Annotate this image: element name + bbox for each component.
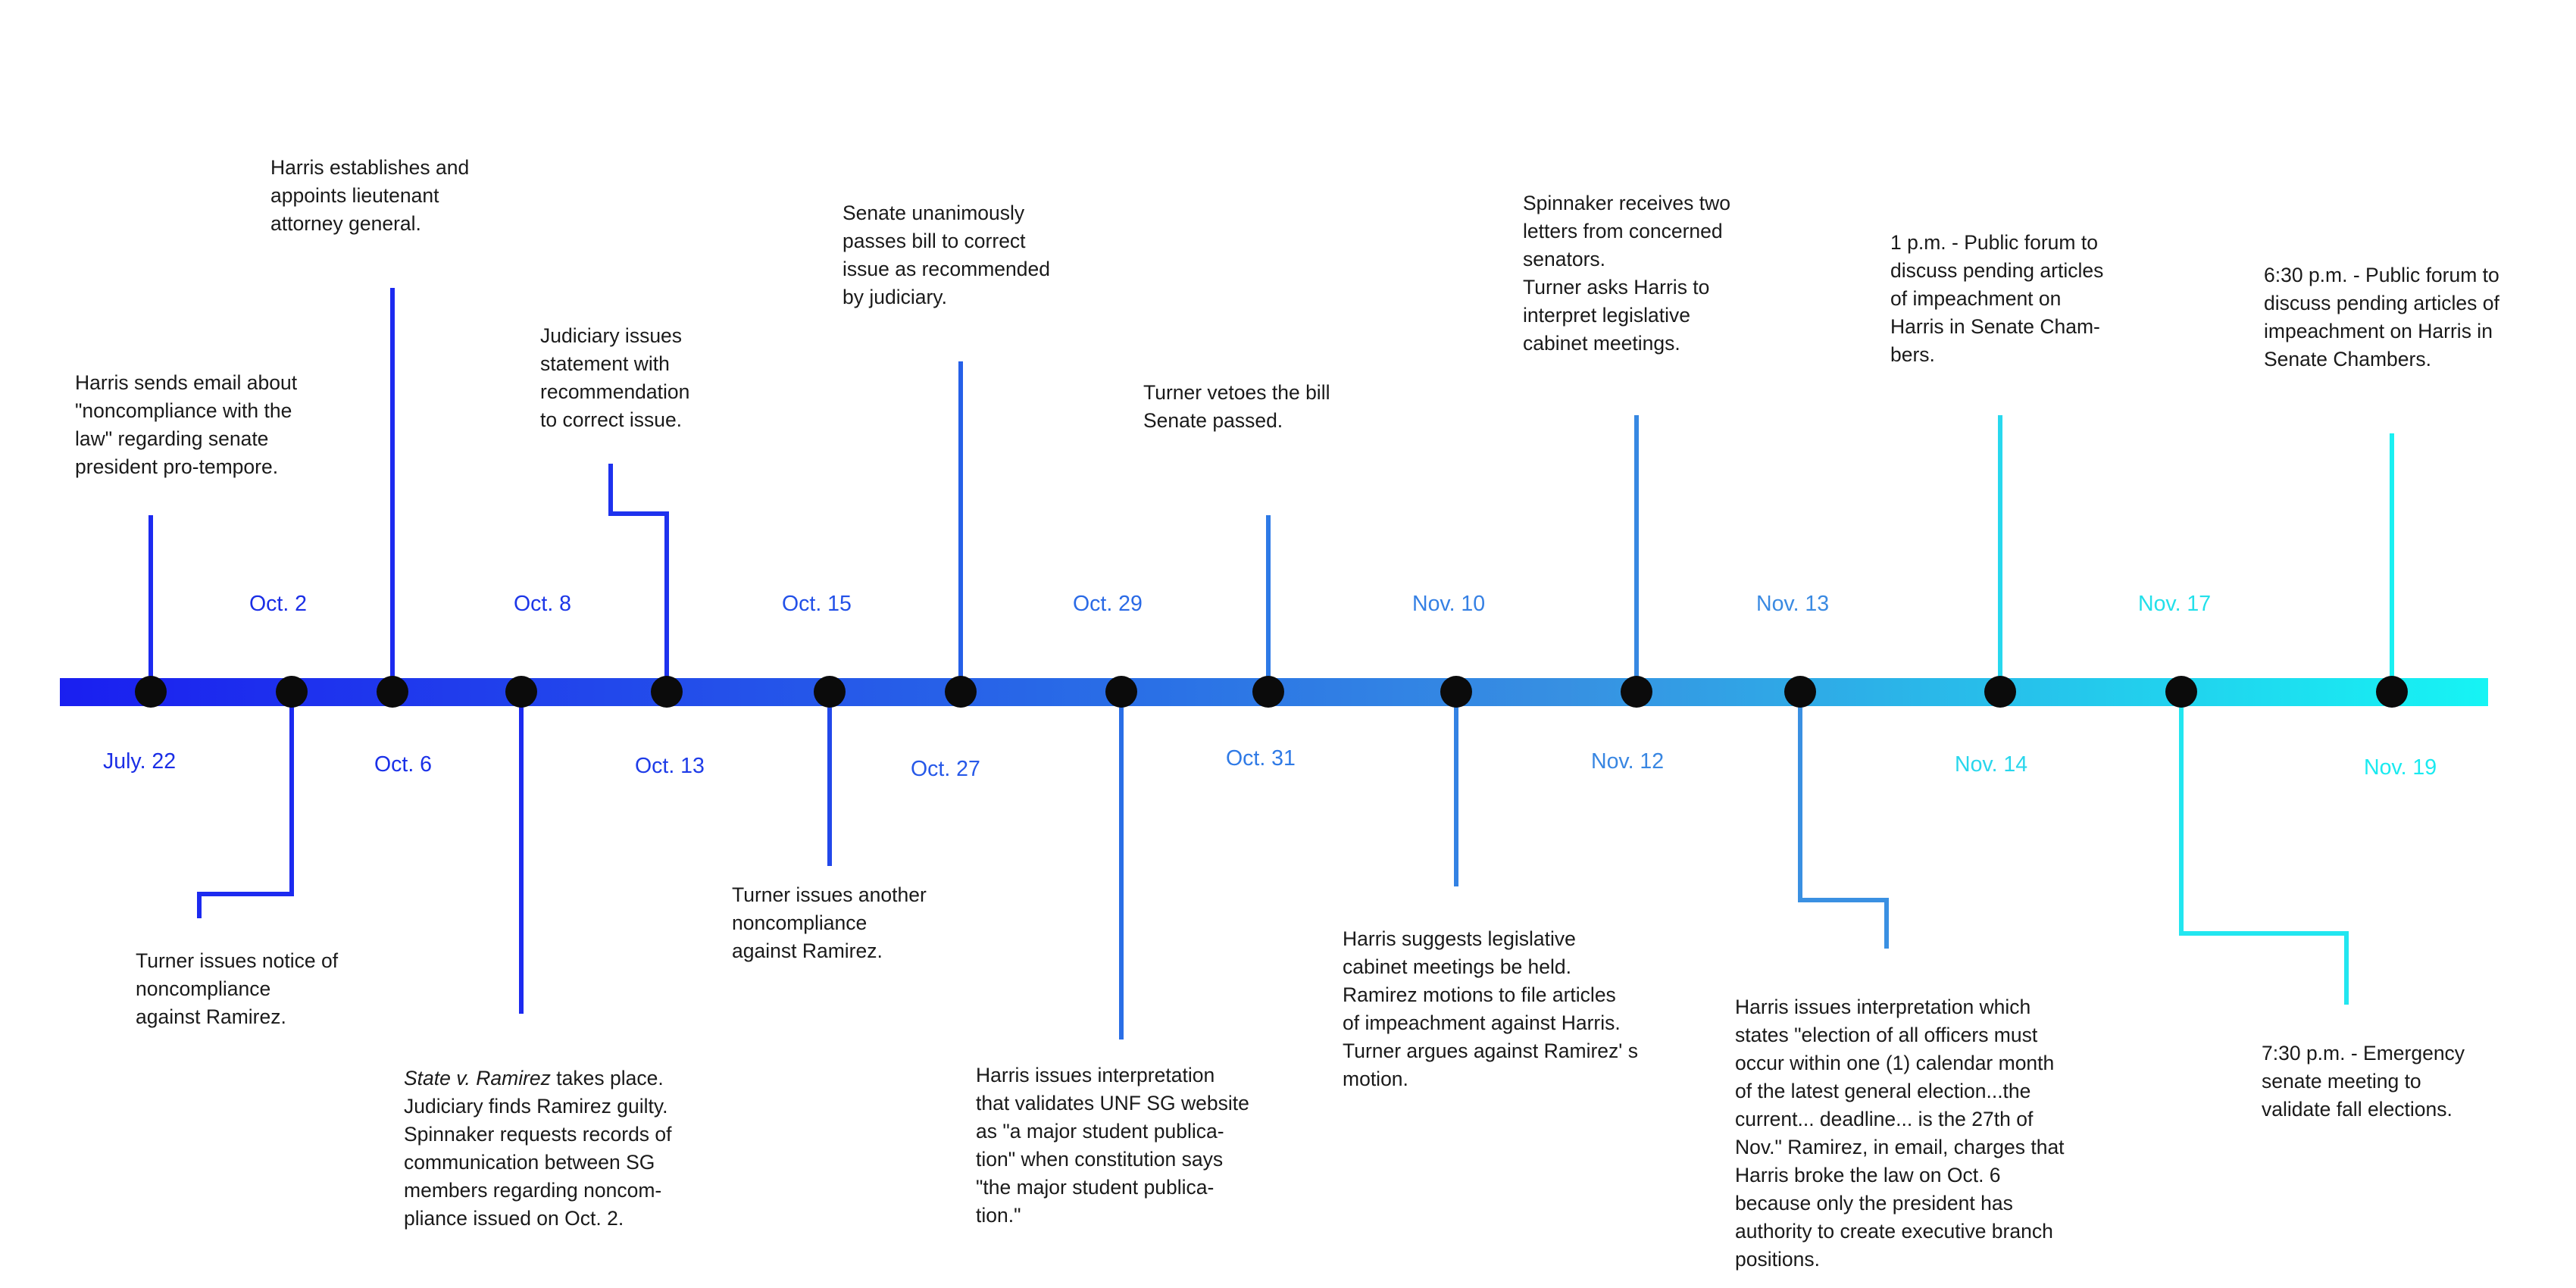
event-oct-27: Senate unanimously passes bill to correc… bbox=[843, 202, 1050, 308]
event-oct-13: Judiciary issues statement with recommen… bbox=[540, 324, 690, 431]
connector-oct-13 bbox=[608, 464, 669, 692]
dot-july-22 bbox=[135, 676, 167, 708]
event-nov-10: Harris suggests legislative cabinet meet… bbox=[1343, 927, 1638, 1090]
dot-nov-14 bbox=[1984, 676, 2016, 708]
connector-nov-13 bbox=[1798, 692, 1889, 949]
date-label-nov-17: Nov. 17 bbox=[2138, 592, 2212, 616]
connector-oct-2 bbox=[197, 692, 294, 918]
timeline-dots bbox=[135, 676, 2408, 708]
dot-nov-19 bbox=[2376, 676, 2408, 708]
dot-oct-13 bbox=[651, 676, 683, 708]
dot-oct-27 bbox=[945, 676, 977, 708]
date-label-nov-13: Nov. 13 bbox=[1756, 592, 1830, 616]
dot-nov-10 bbox=[1440, 676, 1472, 708]
date-label-july-22: July. 22 bbox=[103, 749, 177, 774]
date-label-nov-12: Nov. 12 bbox=[1591, 749, 1665, 774]
date-label-nov-10: Nov. 10 bbox=[1412, 592, 1486, 616]
date-label-oct-27: Oct. 27 bbox=[911, 757, 980, 781]
date-label-oct-2: Oct. 2 bbox=[249, 592, 308, 616]
dot-oct-29 bbox=[1105, 676, 1137, 708]
connector-lines bbox=[148, 288, 2394, 1039]
event-nov-19: 6:30 p.m. - Public forum to discuss pend… bbox=[2264, 264, 2499, 370]
dot-oct-8 bbox=[505, 676, 537, 708]
event-oct-15: Turner issues another noncompliance agai… bbox=[732, 883, 927, 962]
dot-nov-12 bbox=[1621, 676, 1652, 708]
dot-oct-15 bbox=[814, 676, 846, 708]
event-oct-6: Harris establishes and appoints lieutena… bbox=[270, 156, 470, 235]
event-july-22: Harris sends email about "noncompliance … bbox=[75, 371, 298, 478]
event-oct-8: State v. Ramirez takes place. Judiciary … bbox=[404, 1064, 672, 1233]
date-label-nov-14: Nov. 14 bbox=[1955, 752, 2028, 777]
event-nov-12: Spinnaker receives two letters from conc… bbox=[1523, 192, 1730, 355]
dot-nov-13 bbox=[1784, 676, 1816, 708]
dot-oct-2 bbox=[276, 676, 308, 708]
dot-oct-31 bbox=[1252, 676, 1284, 708]
event-nov-17: 7:30 p.m. - Emergency senate meeting to … bbox=[2262, 1042, 2465, 1121]
event-oct-31: Turner vetoes the bill Senate passed. bbox=[1143, 381, 1330, 432]
event-oct-8-case-name: State v. Ramirez bbox=[404, 1067, 551, 1089]
date-label-oct-29: Oct. 29 bbox=[1073, 592, 1143, 616]
event-oct-2: Turner issues notice of noncompliance ag… bbox=[136, 949, 339, 1028]
date-label-oct-8: Oct. 8 bbox=[514, 592, 572, 616]
event-nov-14: 1 p.m. - Public forum to discuss pending… bbox=[1890, 231, 2104, 366]
date-label-oct-6: Oct. 6 bbox=[374, 752, 433, 777]
event-nov-13: Harris issues interpretation which state… bbox=[1735, 996, 2065, 1271]
date-label-oct-31: Oct. 31 bbox=[1226, 746, 1296, 771]
event-oct-29: Harris issues interpretation that valida… bbox=[976, 1064, 1249, 1227]
date-label-oct-15: Oct. 15 bbox=[782, 592, 852, 616]
dot-oct-6 bbox=[377, 676, 408, 708]
event-oct-8-body: takes place. Judiciary finds Ramirez gui… bbox=[404, 1067, 672, 1230]
dot-nov-17 bbox=[2165, 676, 2197, 708]
date-label-nov-19: Nov. 19 bbox=[2364, 755, 2437, 780]
date-label-oct-13: Oct. 13 bbox=[635, 754, 705, 778]
connector-nov-17 bbox=[2179, 692, 2349, 1005]
